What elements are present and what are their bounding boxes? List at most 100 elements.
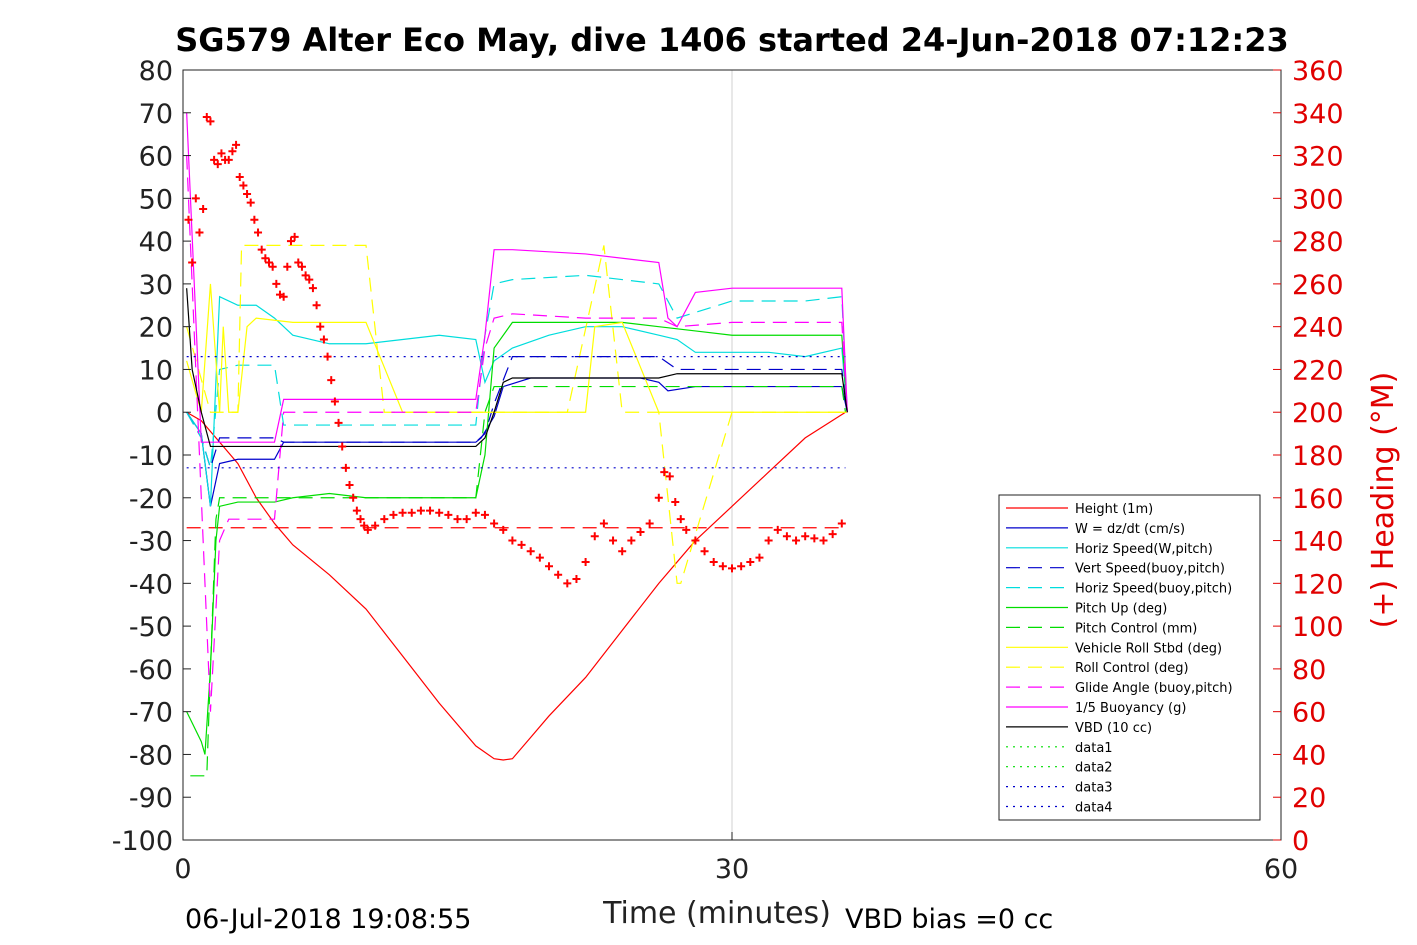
heading-point	[435, 508, 444, 517]
heading-point	[338, 442, 347, 451]
heading-point	[508, 536, 517, 545]
heading-point	[360, 521, 369, 530]
heading-point	[718, 562, 727, 571]
plot-area	[182, 69, 1282, 841]
heading-point	[599, 519, 608, 528]
heading-point	[773, 525, 782, 534]
series-line-11	[186, 288, 848, 448]
y-tick-label-left: -40	[129, 569, 173, 600]
heading-point	[243, 190, 252, 199]
heading-point	[728, 564, 736, 573]
heading-point	[645, 519, 654, 528]
heading-point	[334, 418, 343, 427]
y-tick-label-right: 180	[1292, 441, 1344, 472]
heading-point	[737, 562, 746, 571]
heading-point	[671, 498, 680, 507]
heading-point	[665, 472, 674, 481]
y-tick-label-left: 30	[139, 270, 173, 301]
y-tick-label-right: 0	[1292, 826, 1309, 857]
y-tick-label-left: -50	[129, 612, 173, 643]
y-tick-label-right: 20	[1292, 783, 1326, 814]
heading-point	[398, 508, 407, 517]
heading-point	[349, 493, 358, 502]
heading-point	[210, 155, 219, 164]
y-tick-label-right: 280	[1292, 227, 1344, 258]
heading-point	[700, 547, 709, 556]
heading-point	[254, 228, 263, 237]
y-tick-label-left: -80	[129, 740, 173, 771]
legend-label: Roll Control (deg)	[1075, 661, 1189, 676]
heading-point	[819, 536, 828, 545]
heading-point	[363, 525, 372, 534]
y-tick-label-left: -70	[129, 698, 173, 729]
heading-point	[654, 493, 663, 502]
heading-point	[627, 536, 636, 545]
heading-point	[261, 254, 270, 263]
heading-point	[499, 525, 508, 534]
heading-point	[323, 352, 332, 361]
heading-point	[837, 519, 846, 528]
heading-point	[345, 480, 354, 489]
heading-point	[330, 397, 339, 406]
heading-point	[257, 245, 266, 254]
series-line-6	[190, 385, 847, 777]
heading-point	[609, 536, 618, 545]
heading-point	[535, 553, 544, 562]
y-tick-label-right: 240	[1292, 313, 1344, 344]
heading-point	[526, 547, 535, 556]
heading-point	[554, 570, 563, 579]
heading-point	[764, 536, 773, 545]
y-tick-label-right: 120	[1292, 569, 1344, 600]
heading-point	[224, 155, 233, 164]
heading-point	[746, 557, 755, 566]
series-line-3	[186, 356, 848, 470]
y-tick-label-right: 80	[1292, 655, 1326, 686]
heading-point	[545, 562, 553, 571]
x-tick-label: 0	[174, 854, 191, 885]
heading-point	[352, 506, 361, 515]
footer-vbd-bias: VBD bias =0 cc	[845, 904, 1053, 935]
y-tick-label-right: 60	[1292, 698, 1326, 729]
heading-point	[297, 262, 306, 271]
heading-point	[426, 506, 435, 515]
heading-point	[294, 258, 303, 267]
y-tick-label-right: 300	[1292, 184, 1344, 215]
heading-point	[416, 506, 425, 515]
series-line-4	[186, 274, 848, 469]
heading-point	[618, 547, 627, 556]
heading-point	[191, 194, 200, 203]
series-line-7	[186, 283, 848, 413]
heading-point	[380, 515, 389, 524]
footer-date: 06-Jul-2018 19:08:55	[185, 904, 471, 935]
heading-point	[782, 532, 791, 541]
legend-label: Horiz Speed(W,pitch)	[1075, 542, 1213, 557]
heading-point	[202, 113, 211, 122]
heading-point	[755, 553, 764, 562]
y-tick-label-left: -100	[112, 826, 173, 857]
heading-point	[572, 575, 581, 584]
heading-point	[286, 237, 295, 246]
series-layer	[186, 112, 848, 777]
x-axis-label: Time (minutes)	[602, 896, 831, 931]
heading-point	[290, 232, 299, 241]
heading-point	[316, 322, 325, 331]
heading-point	[341, 463, 350, 472]
y-tick-label-left: 0	[156, 398, 173, 429]
x-tick-label: 30	[715, 854, 749, 885]
y-tick-label-right: 260	[1292, 270, 1344, 301]
heading-point	[246, 198, 255, 207]
heading-point	[305, 275, 314, 284]
y-tick-label-left: 40	[139, 227, 173, 258]
y-axis-right-label: (+) Heading (°M)	[1366, 372, 1401, 629]
heading-point	[279, 292, 288, 301]
y-tick-label-right: 220	[1292, 355, 1344, 386]
x-tick-label: 60	[1264, 854, 1298, 885]
y-tick-label-left: 20	[139, 313, 173, 344]
legend-label: data4	[1075, 801, 1113, 816]
y-tick-label-right: 320	[1292, 142, 1344, 173]
y-tick-label-left: 10	[139, 355, 173, 386]
legend-label: Horiz Speed(buoy,pitch)	[1075, 582, 1232, 597]
y-tick-label-left: -30	[129, 527, 173, 558]
legend-label: W = dz/dt (cm/s)	[1075, 522, 1185, 537]
